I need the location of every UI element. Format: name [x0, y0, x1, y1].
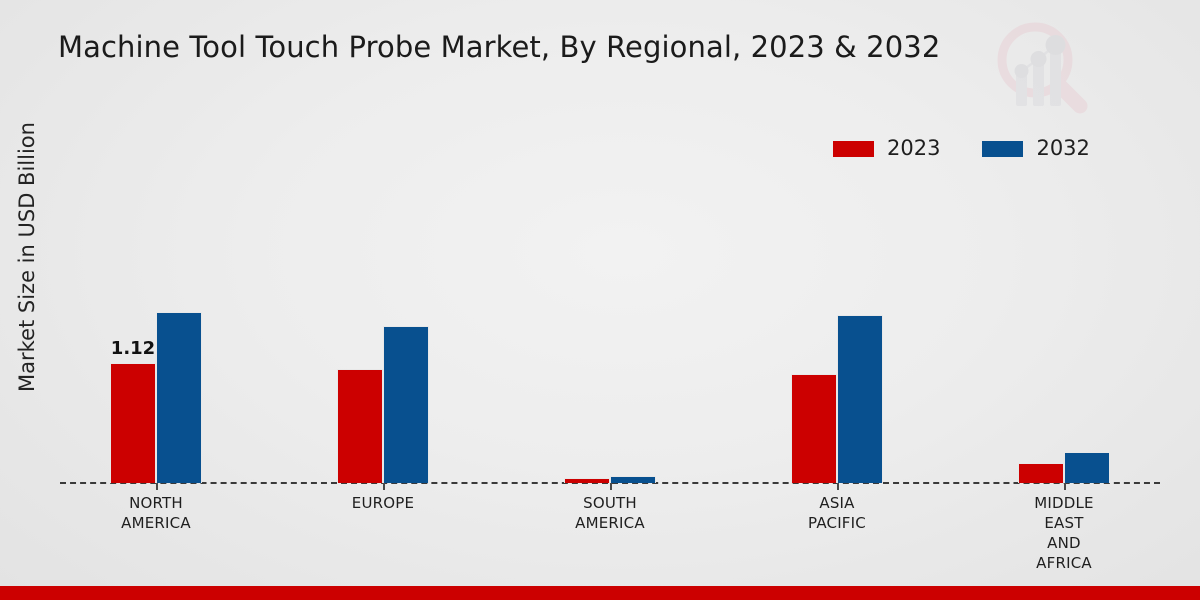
x-axis-tick	[1064, 483, 1066, 490]
legend-label-2023: 2023	[887, 136, 941, 160]
legend-swatch-2023	[833, 140, 874, 157]
legend-swatch-2032	[982, 140, 1024, 157]
x-axis-label-line: EUROPE	[351, 494, 415, 512]
legend-entry-2023[interactable]: 2023	[833, 138, 940, 159]
bar-2023-north-america[interactable]: 1.12	[110, 338, 156, 483]
bar-2032-europe[interactable]	[383, 326, 429, 483]
legend-entry-2032[interactable]: 2032	[982, 136, 1090, 160]
x-axis-label-line: AMERICA	[121, 514, 191, 532]
x-axis-tick	[383, 483, 385, 490]
x-axis-label-line: AFRICA	[1036, 554, 1092, 572]
x-axis-label-north-america: NORTH AMERICA	[56, 493, 256, 533]
chart-legend: 2023 2032	[833, 138, 1090, 159]
x-axis-label-middle-east-and-africa: MIDDLE EAST AND AFRICA	[964, 493, 1164, 573]
bar-2023-europe[interactable]	[337, 369, 383, 483]
x-axis-label-line: ASIA	[819, 494, 855, 512]
bar-group	[791, 223, 883, 483]
bar-2032-south-america[interactable]	[610, 476, 656, 483]
x-axis-label-europe: EUROPE	[283, 493, 483, 513]
bar-group: 1.12	[110, 223, 202, 483]
bar-group	[1018, 223, 1110, 483]
bar-2023-south-america[interactable]	[564, 478, 610, 483]
x-axis-label-line: MIDDLE	[1034, 494, 1094, 512]
bar-2032-asia-pacific[interactable]	[837, 315, 883, 483]
bottom-accent-bar	[0, 586, 1200, 600]
x-axis-label-line: AND	[1047, 534, 1081, 552]
x-axis-label-line: NORTH	[129, 494, 183, 512]
bar-group	[564, 223, 656, 483]
bar-2032-middle-east-and-africa[interactable]	[1064, 452, 1110, 483]
x-axis-label-line: SOUTH	[583, 494, 637, 512]
bar-2023-middle-east-and-africa[interactable]	[1018, 463, 1064, 483]
x-axis-tick	[837, 483, 839, 490]
chart-title: Machine Tool Touch Probe Market, By Regi…	[58, 30, 941, 64]
x-axis-tick	[610, 483, 612, 490]
x-axis-tick	[156, 483, 158, 490]
x-axis-label-line: EAST	[1044, 514, 1084, 532]
x-axis-label-south-america: SOUTH AMERICA	[510, 493, 710, 533]
x-axis-label-line: AMERICA	[575, 514, 645, 532]
bar-2023-asia-pacific[interactable]	[791, 374, 837, 483]
x-axis-label-line: PACIFIC	[808, 514, 866, 532]
legend-label-2032: 2032	[1036, 136, 1090, 160]
watermark-logo-icon	[997, 22, 1088, 114]
bar-group	[337, 223, 429, 483]
bar-2032-north-america[interactable]	[156, 312, 202, 483]
x-axis-label-asia-pacific: ASIA PACIFIC	[737, 493, 937, 533]
bar-value-label: 1.12	[110, 338, 156, 359]
